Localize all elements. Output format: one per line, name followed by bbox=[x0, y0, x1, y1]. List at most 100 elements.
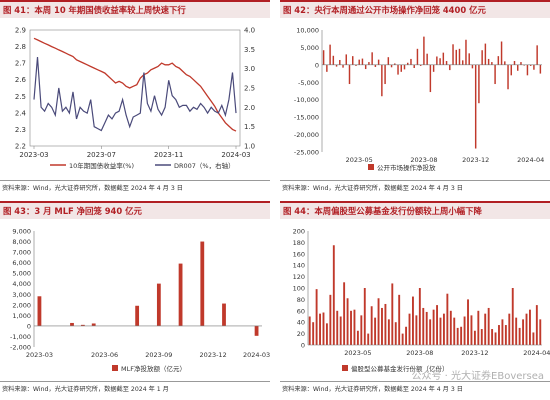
x-tick-label: 2024-03 bbox=[243, 351, 270, 359]
bar bbox=[508, 313, 511, 345]
bar bbox=[326, 64, 328, 72]
bar bbox=[403, 64, 406, 70]
y-tick-label: -20,000 bbox=[294, 131, 319, 139]
bar bbox=[525, 313, 528, 345]
series-line-1 bbox=[33, 57, 237, 132]
x-tick-label: 2023-08 bbox=[406, 349, 433, 357]
y-tick-label-left: 2.2 bbox=[15, 143, 26, 151]
bar bbox=[80, 324, 85, 326]
y-tick-label: 4,000 bbox=[12, 280, 31, 288]
bar bbox=[413, 64, 415, 68]
bar bbox=[487, 307, 490, 345]
bar bbox=[339, 316, 342, 345]
bar bbox=[426, 53, 428, 65]
chart-source-note: 资料来源：Wind，光大证券研究所，数据截至 2024 年 4 月 3 日 bbox=[282, 386, 463, 393]
bar bbox=[332, 55, 335, 65]
bar bbox=[515, 317, 518, 345]
plot-frame bbox=[29, 29, 241, 147]
chart-10y-yield-dr007: 2.9 2.8 2.7 2.6 2.5 2.4 2.3 2.2 4.0 3.5 3.0 2.5 2.0 1… bbox=[15, 27, 255, 171]
bar bbox=[178, 263, 183, 326]
bar bbox=[322, 50, 325, 65]
x-tick-label: 2023-06 bbox=[91, 351, 118, 359]
bar bbox=[363, 288, 366, 345]
bar bbox=[494, 64, 496, 85]
bar bbox=[416, 48, 419, 65]
bar bbox=[501, 319, 504, 345]
bar bbox=[500, 41, 503, 65]
legend-label: DR007（%，右轴） bbox=[174, 161, 235, 170]
bar bbox=[405, 326, 408, 345]
y-tick-label: 0 bbox=[301, 342, 305, 350]
bar bbox=[539, 319, 542, 345]
bar bbox=[458, 48, 461, 65]
bar bbox=[367, 333, 370, 345]
y-tick-label: 60 bbox=[297, 307, 305, 315]
y-tick-label-left: 2.9 bbox=[15, 27, 26, 35]
y-tick-label: 180 bbox=[293, 239, 305, 247]
bar bbox=[429, 319, 432, 345]
bar bbox=[491, 329, 494, 345]
bar bbox=[423, 36, 425, 65]
x-tick-label: 2023-12 bbox=[462, 156, 489, 164]
y-tick-label-left: 2.5 bbox=[15, 93, 26, 101]
y-tick-label: 40 bbox=[297, 319, 305, 327]
divider bbox=[0, 180, 270, 181]
bar bbox=[394, 322, 397, 345]
bar bbox=[336, 310, 339, 345]
bar bbox=[358, 59, 360, 65]
chart-title: 图 43：3 月 MLF 净回笼 940 亿元 bbox=[3, 206, 142, 216]
bar bbox=[308, 316, 311, 345]
bar bbox=[346, 298, 349, 345]
chart-title-bar: 图 43：3 月 MLF 净回笼 940 亿元 bbox=[0, 201, 270, 219]
legend-label: MLF净投放额（亿元） bbox=[121, 364, 186, 373]
bar bbox=[432, 309, 435, 345]
bar bbox=[517, 64, 519, 71]
bar bbox=[520, 62, 522, 65]
series-line-0 bbox=[33, 37, 237, 132]
bar bbox=[156, 283, 161, 326]
x-tick-label: 2023-12 bbox=[200, 351, 227, 359]
bar bbox=[353, 309, 356, 345]
x-tick-label: 2023-03 bbox=[26, 351, 53, 359]
bar bbox=[371, 52, 373, 65]
y-tick-label: -10,000 bbox=[294, 96, 319, 104]
bar bbox=[355, 64, 357, 66]
bar bbox=[384, 303, 387, 345]
bar bbox=[315, 289, 318, 345]
y-tick-label: -1,000 bbox=[10, 333, 31, 341]
x-tick-label: 2024-03 bbox=[221, 151, 250, 159]
x-tick-label: 2023-03 bbox=[19, 151, 48, 159]
x-tick-label: 2023-12 bbox=[461, 349, 488, 357]
y-tick-label-left: 2.4 bbox=[15, 109, 27, 117]
bar bbox=[518, 327, 521, 345]
y-tick-label-left: 2.6 bbox=[15, 76, 27, 84]
bar bbox=[345, 54, 347, 65]
bar bbox=[539, 64, 542, 74]
y-tick-label: 10,000 bbox=[296, 27, 319, 35]
bar bbox=[463, 316, 466, 345]
bar bbox=[432, 64, 435, 72]
bar bbox=[484, 43, 487, 65]
bar bbox=[37, 296, 42, 326]
bar bbox=[449, 310, 452, 345]
bar bbox=[439, 317, 442, 345]
bar bbox=[436, 56, 438, 65]
y-tick-label: -5,000 bbox=[298, 79, 319, 87]
bar bbox=[391, 283, 394, 345]
bar bbox=[526, 64, 529, 76]
y-tick-label-right: 3.5 bbox=[244, 46, 255, 54]
legend-label: 偏股型公募基金发行份额（亿份） bbox=[351, 364, 449, 373]
bar bbox=[222, 303, 226, 326]
bar bbox=[412, 296, 414, 345]
bar bbox=[335, 64, 338, 67]
chart-title: 图 44：本周偏股型公募基金发行份额较上周小幅下降 bbox=[283, 206, 482, 216]
y-tick-label: 160 bbox=[293, 250, 305, 258]
bar bbox=[484, 313, 487, 345]
bar bbox=[467, 299, 469, 345]
bar bbox=[200, 241, 205, 326]
bar bbox=[368, 62, 370, 65]
bar bbox=[487, 58, 490, 65]
bar bbox=[442, 313, 445, 345]
bar bbox=[408, 313, 411, 345]
